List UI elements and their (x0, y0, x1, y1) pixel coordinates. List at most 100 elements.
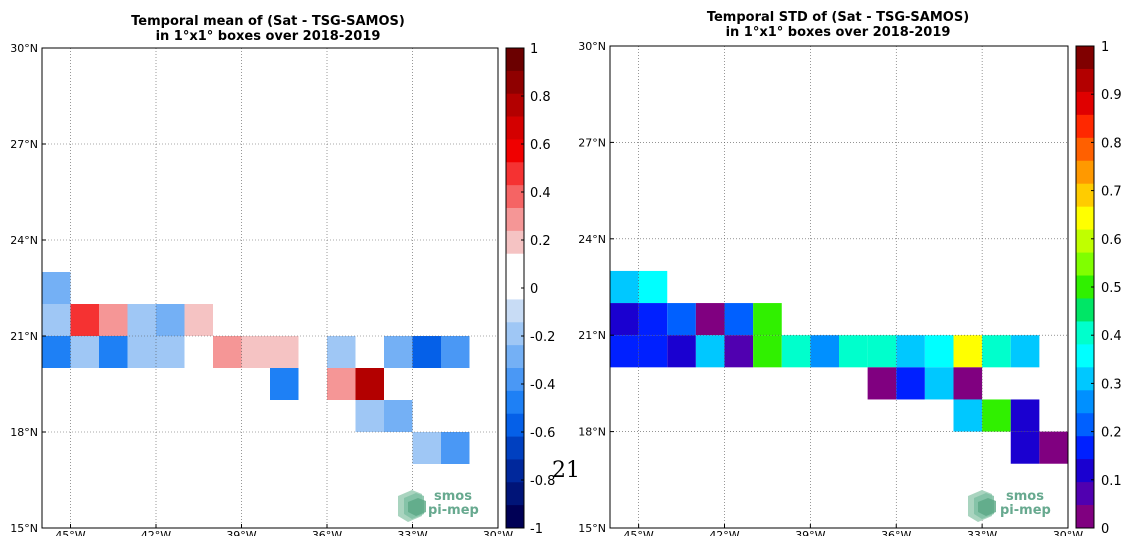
y-tick-label: 21°N (10, 330, 38, 343)
x-tick-label: 45°W (623, 529, 653, 536)
colorbar-segment (1076, 482, 1094, 506)
colorbar-segment (506, 390, 524, 415)
colorbar-segment (1076, 206, 1094, 231)
x-tick-label: 36°W (881, 529, 911, 536)
colorbar-tick-label: -0.4 (530, 378, 555, 393)
plot-frame (41, 47, 499, 529)
heatmap-cell (412, 432, 441, 464)
heatmap-cell (327, 336, 356, 368)
y-tick-label: 21°N (578, 329, 606, 342)
heatmap-cell (867, 367, 897, 400)
colorbar-tick-label: 0.5 (1101, 281, 1122, 296)
colorbar-tick-label: 0.2 (1101, 426, 1122, 441)
colorbar-segment (1076, 436, 1094, 460)
x-tick-label: 30°W (1053, 529, 1083, 536)
colorbar-segment (506, 185, 524, 209)
x-tick-label: 36°W (312, 529, 342, 536)
colorbar-segment (1076, 229, 1094, 253)
heatmap-cell (156, 336, 185, 368)
x-tick-label: 39°W (795, 529, 825, 536)
y-tick-label: 15°N (10, 522, 38, 535)
x-tick-label: 33°W (967, 529, 997, 536)
colorbar-tick-label: 0.6 (530, 138, 551, 153)
heatmap-cell (953, 335, 983, 368)
heatmap-cell (982, 335, 1011, 368)
colorbar-tick-label: 0 (1101, 522, 1109, 536)
colorbar-segment (1076, 344, 1094, 368)
x-tick-label: 42°W (141, 529, 171, 536)
heatmap-cell (924, 335, 954, 368)
heatmap-cell (638, 303, 668, 336)
plot-frame (609, 45, 1069, 529)
colorbar-segment (506, 345, 524, 369)
y-tick-label: 24°N (578, 233, 606, 246)
std-title-line2: in 1°x1° boxes over 2018-2019 (726, 25, 951, 40)
colorbar-segment (1076, 275, 1094, 299)
heatmap-cell (667, 303, 696, 336)
colorbar-tick-label: 0 (530, 282, 538, 297)
colorbar-segment (506, 436, 524, 460)
heatmap-cell (753, 335, 782, 368)
heatmap-cell (99, 336, 128, 368)
logo-text-line2: pi-mep (428, 503, 479, 518)
y-tick-label: 18°N (578, 426, 606, 439)
colorbar-segment (1076, 367, 1094, 391)
colorbar-segment (1076, 505, 1094, 529)
mean-title-line2: in 1°x1° boxes over 2018-2019 (156, 29, 381, 44)
std-map-panel: 15°N 18°N 21°N 24°N 27°N 30°N 45°W 42°W 39°W 36°W… (578, 40, 1121, 536)
heatmap-cell (127, 304, 156, 336)
y-tick-label: 18°N (10, 426, 38, 439)
smos-pi-mep-logo: smos pi-mep (398, 489, 479, 522)
colorbar-segment (506, 459, 524, 483)
colorbar-segment (1076, 91, 1094, 116)
colorbar-segment (506, 139, 524, 163)
colorbar-segment (506, 48, 524, 72)
logo-text-line2: pi-mep (1000, 503, 1051, 518)
heatmap-cell (867, 335, 897, 368)
logo-text-line1: smos (434, 489, 472, 504)
heatmap-cell (127, 336, 156, 368)
colorbar-segment (1076, 137, 1094, 162)
mean-map-panel: 15°N 18°N 21°N 24°N 27°N 30°N 45°W 42°W 39°W 36°W… (10, 42, 555, 536)
colorbar-tick-label: 0.7 (1101, 185, 1122, 200)
x-tick-label: 33°W (397, 529, 427, 536)
heatmap-cell (1010, 431, 1040, 464)
heatmap-cell (70, 336, 99, 368)
colorbar-tick-label: -1 (530, 522, 543, 536)
colorbar-tick-label: 0.6 (1101, 233, 1122, 248)
heatmap-cell (327, 368, 356, 400)
colorbar-segment (1076, 46, 1094, 70)
colorbar-segment (506, 299, 524, 323)
heatmap-cell (441, 432, 470, 464)
colorbar-segment (1076, 183, 1094, 208)
heatmap-cell (384, 336, 413, 368)
colorbar-tick-label: 0.2 (530, 234, 551, 249)
colorbar-segment (506, 93, 524, 117)
heatmap-cell (270, 336, 299, 368)
colorbar-tick-label: 0.3 (1101, 377, 1122, 392)
colorbar-segment (506, 70, 524, 95)
y-tick-label: 30°N (10, 42, 38, 55)
colorbar-tick-label: -0.8 (530, 474, 555, 489)
heatmap-cell (953, 367, 983, 400)
heatmap-cell (441, 336, 470, 368)
x-tick-label: 42°W (709, 529, 739, 536)
y-tick-label: 27°N (10, 138, 38, 151)
colorbar-tick-label: 0.8 (1101, 136, 1122, 151)
y-tick-label: 27°N (578, 136, 606, 149)
x-tick-label: 39°W (226, 529, 256, 536)
heatmap-cell (924, 367, 954, 400)
colorbar-segment (1076, 68, 1094, 93)
std-title-line1: Temporal STD of (Sat - TSG-SAMOS) (707, 10, 969, 25)
colorbar-tick-label: 0.4 (530, 186, 551, 201)
heatmap-cell (638, 270, 668, 304)
heatmap-cell (412, 336, 441, 368)
y-tick-label: 15°N (578, 522, 606, 535)
colorbar-tick-label: 0.4 (1101, 329, 1122, 344)
heatmap-cell (355, 368, 384, 400)
colorbar-segment (506, 116, 524, 140)
colorbar-segment (506, 230, 524, 255)
x-tick-label: 30°W (483, 529, 513, 536)
logo-mark-icon (968, 490, 996, 522)
